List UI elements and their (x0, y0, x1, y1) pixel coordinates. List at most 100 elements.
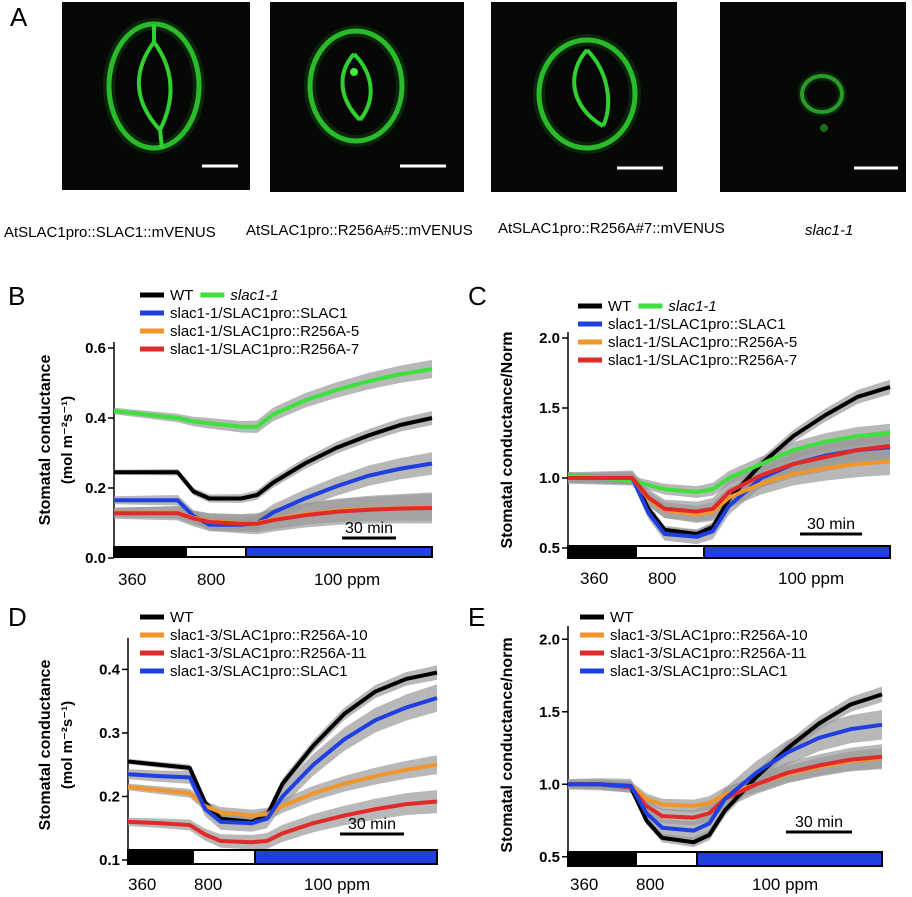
panel-letter-a: A (10, 2, 28, 32)
stage-label-2: 800 (636, 875, 664, 894)
legend-label: slac1-3/SLAC1pro::R256A-11 (610, 645, 807, 662)
y-tick-label: 0.0 (85, 550, 106, 567)
series-line-wt (114, 416, 433, 501)
y-tick-label: 0.3 (99, 725, 120, 742)
micrograph-slac1-mvenus (62, 2, 250, 190)
legend-label: slac1-1/SLAC1pro::SLAC1 (608, 316, 786, 333)
chart-e: E 0.5 1.0 1.5 2.0 Stomatal conductance/norm 36… (468, 602, 883, 894)
stage-label-2: 800 (648, 569, 676, 588)
panel-letter-e: E (468, 602, 485, 632)
legend-label: slac1-3/SLAC1pro::SLAC1 (610, 663, 788, 680)
panel-letter-b: B (8, 281, 25, 311)
legend-label: slac1-3/SLAC1pro::R256A-10 (170, 627, 368, 644)
series-line-slac1-3-slac1pro-slac1 (127, 696, 438, 826)
stage-bar-2 (185, 546, 247, 558)
y-axis-label: Stomatal conductance (37, 660, 54, 831)
error-band (568, 423, 890, 498)
stage-label-3: 100 ppm (314, 570, 380, 589)
error-band (128, 684, 437, 832)
series-line-slac1-1 (113, 367, 433, 429)
legend-label: slac1-1/SLAC1pro::R256A-5 (608, 334, 797, 351)
legend-label: slac1-3/SLAC1pro::R256A-10 (610, 627, 808, 644)
legend-label: slac1-1 (230, 287, 278, 304)
legend-label: slac1-1/SLAC1pro::R256A-5 (170, 323, 359, 340)
y-axis-label: Stomatal conductance/norm (499, 637, 516, 852)
series-line-slac1-1-slac1pro-r256a-7 (568, 443, 891, 514)
legend-label: WT (610, 609, 633, 626)
y-axis-unit: (mol m⁻²s⁻¹) (59, 396, 76, 484)
error-band (568, 379, 890, 539)
stage-bar-2 (635, 545, 705, 559)
y-tick-label: 0.5 (539, 849, 560, 866)
legend-label: WT (170, 287, 193, 304)
chart-b: B 0.0 0.2 0.4 0.6 Stomatal conductance (mol m⁻… (8, 281, 433, 589)
y-axis-unit: (mol m⁻²s⁻¹) (59, 701, 76, 789)
legend-label: WT (170, 609, 193, 626)
stage-bar-1 (113, 546, 187, 558)
stomata-image-2 (304, 25, 446, 168)
time-scale-label: 30 min (807, 516, 855, 533)
series-line-slac1-1-slac1pro-r256a-7 (114, 505, 433, 526)
caption-slac1-mvenus: AtSLAC1pro::SLAC1::mVENUS (4, 224, 216, 241)
legend-label: slac1-1/SLAC1pro::R256A-7 (608, 352, 797, 369)
stage-label-1: 360 (128, 875, 156, 894)
y-tick-label: 1.5 (539, 704, 560, 721)
panel-letter-c: C (468, 281, 487, 311)
error-band (128, 665, 437, 827)
stomata-image-1 (103, 18, 238, 168)
caption-slac1-1: slac1-1 (805, 222, 854, 239)
micrograph-r256a7-mvenus (491, 2, 677, 192)
y-tick-label: 2.0 (539, 631, 560, 648)
chart-d: D 0.1 0.2 0.3 0.4 Stomatal conductance (mol m⁻… (8, 602, 438, 894)
legend-label: WT (608, 298, 631, 315)
stage-bar-3 (703, 545, 891, 559)
legend-label: slac1-3/SLAC1pro::R256A-11 (170, 645, 367, 662)
micrograph-r256a5-mvenus (270, 2, 464, 192)
micrograph-slac1-1 (720, 2, 906, 192)
stage-bar-1 (127, 849, 194, 865)
stage-bar-3 (696, 851, 883, 867)
y-tick-label: 2.0 (539, 330, 560, 347)
y-tick-label: 1.5 (539, 400, 560, 417)
series-line-slac1-3-slac1pro-r256a-10 (127, 762, 438, 818)
series-line-slac1-3-slac1pro-slac1 (568, 722, 883, 833)
time-scale-label: 30 min (345, 520, 393, 537)
stage-label-3: 100 ppm (304, 875, 370, 894)
stage-bar-3 (254, 849, 438, 865)
y-tick-label: 1.0 (539, 776, 560, 793)
caption-r256a5-mvenus: AtSLAC1pro::R256A#5::mVENUS (246, 222, 473, 239)
legend-label: slac1-1/SLAC1pro::R256A-7 (170, 341, 359, 358)
y-axis-label: Stomatal conductance (37, 355, 54, 526)
stage-label-2: 800 (197, 570, 225, 589)
y-tick-label: 0.6 (85, 340, 106, 357)
stage-bar-2 (635, 851, 698, 867)
stage-label-2: 800 (194, 875, 222, 894)
stage-label-1: 360 (118, 570, 146, 589)
stage-label-3: 100 ppm (752, 875, 818, 894)
y-tick-label: 0.4 (99, 661, 121, 678)
caption-r256a7-mvenus: AtSLAC1pro::R256A#7::mVENUS (498, 220, 725, 237)
stage-bar-2 (192, 849, 256, 865)
time-scale-label: 30 min (795, 814, 843, 831)
y-tick-label: 0.2 (85, 480, 106, 497)
time-scale-label: 30 min (348, 816, 396, 833)
chart-c: C 0.5 1.0 1.5 2.0 Stomatal conductance/Norm 36… (468, 281, 891, 588)
series-line-slac1-3-slac1pro-r256a-11 (127, 799, 438, 845)
stomata-image-4 (797, 71, 898, 170)
stage-bar-1 (567, 545, 637, 559)
y-axis-label: Stomatal conductance/Norm (499, 332, 516, 549)
error-band (114, 359, 432, 433)
stage-bar-1 (567, 851, 637, 867)
stage-bar-3 (245, 546, 433, 558)
stage-label-1: 360 (580, 569, 608, 588)
legend-label: slac1-1/SLAC1pro::SLAC1 (170, 305, 348, 322)
legend-label: slac1-1 (668, 298, 716, 315)
y-tick-label: 0.1 (99, 852, 120, 869)
legend-label: slac1-3/SLAC1pro::SLAC1 (170, 663, 348, 680)
y-tick-label: 1.0 (539, 470, 560, 487)
y-tick-label: 0.2 (99, 788, 120, 805)
stomata-image-3 (533, 34, 663, 170)
y-tick-label: 0.5 (539, 540, 560, 557)
stage-label-1: 360 (570, 875, 598, 894)
